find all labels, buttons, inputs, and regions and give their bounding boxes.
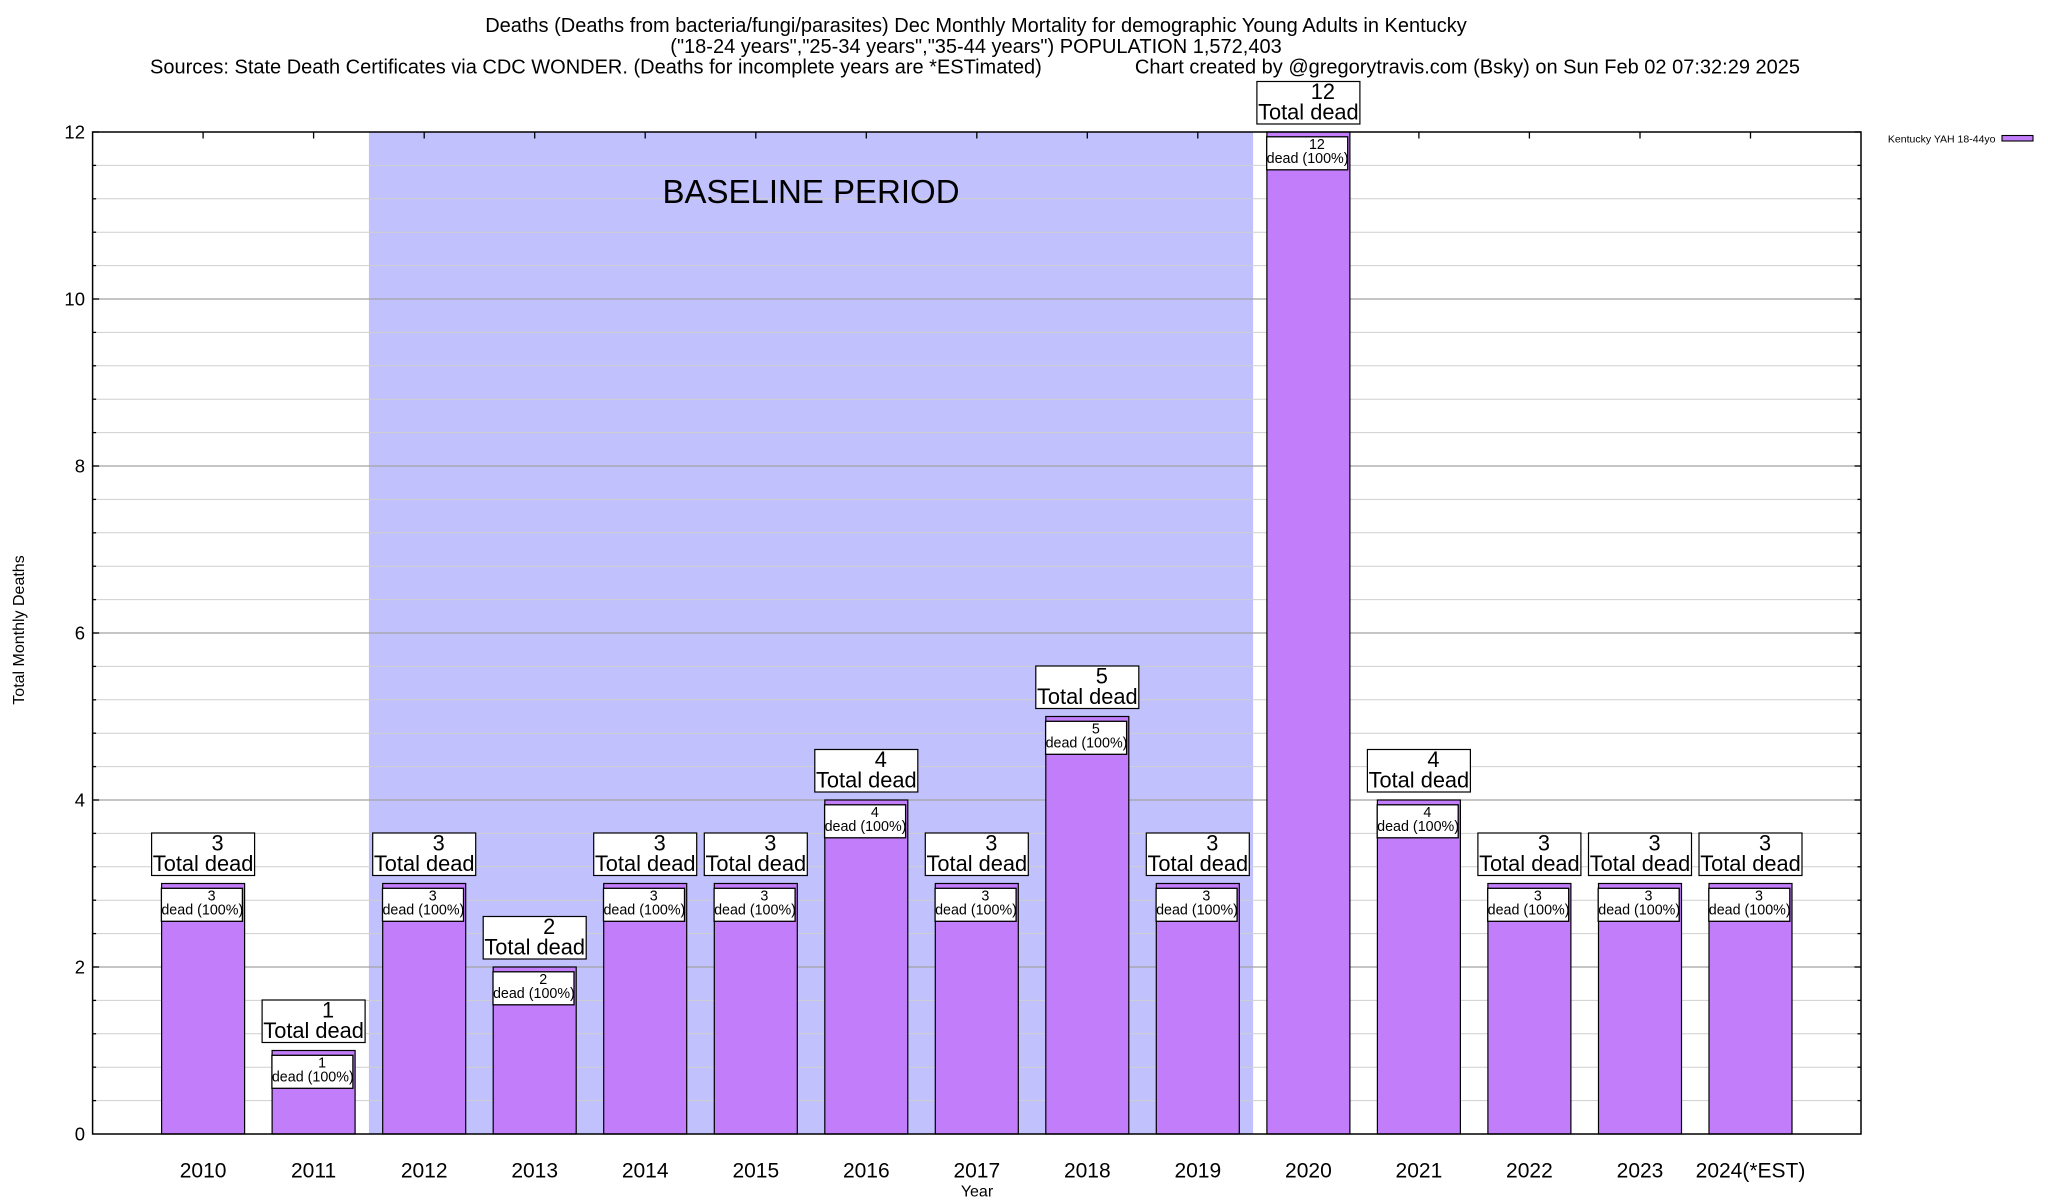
svg-text:3: 3 [429, 888, 437, 904]
svg-text:2017: 2017 [953, 1160, 1000, 1183]
svg-text:3: 3 [208, 888, 216, 904]
svg-text:Total dead: Total dead [484, 935, 585, 960]
svg-text:4: 4 [1423, 805, 1431, 821]
svg-text:Sources: State Death Certifica: Sources: State Death Certificates via CD… [150, 57, 1042, 79]
svg-text:2015: 2015 [732, 1160, 779, 1183]
svg-text:2: 2 [75, 957, 85, 978]
svg-text:3: 3 [1648, 831, 1660, 856]
svg-text:Total dead: Total dead [153, 851, 254, 876]
svg-text:Chart created by @gregorytravi: Chart created by @gregorytravis.com (Bsk… [1135, 57, 1800, 79]
svg-text:BASELINE PERIOD: BASELINE PERIOD [662, 173, 959, 210]
svg-text:Total dead: Total dead [263, 1018, 364, 1043]
svg-text:Total dead: Total dead [1479, 851, 1580, 876]
svg-text:3: 3 [981, 888, 989, 904]
svg-text:dead (100%): dead (100%) [1267, 151, 1349, 167]
svg-text:Deaths (Deaths from bacteria/f: Deaths (Deaths from bacteria/fungi/paras… [485, 15, 1467, 37]
svg-text:0: 0 [75, 1124, 85, 1145]
svg-text:Total dead: Total dead [1037, 684, 1138, 709]
svg-text:dead (100%): dead (100%) [382, 903, 464, 919]
svg-text:Total dead: Total dead [927, 851, 1028, 876]
svg-text:dead (100%): dead (100%) [825, 819, 907, 835]
svg-text:5: 5 [1092, 721, 1100, 737]
svg-text:2013: 2013 [511, 1160, 558, 1183]
svg-text:2012: 2012 [401, 1160, 448, 1183]
svg-text:Year: Year [961, 1184, 994, 1200]
svg-text:2018: 2018 [1064, 1160, 1111, 1183]
svg-text:Total dead: Total dead [1369, 768, 1470, 793]
svg-text:2011: 2011 [291, 1160, 336, 1183]
svg-text:2: 2 [539, 972, 547, 988]
svg-text:Total dead: Total dead [1148, 851, 1249, 876]
svg-text:3: 3 [212, 831, 224, 856]
svg-text:dead (100%): dead (100%) [603, 903, 685, 919]
svg-text:Total dead: Total dead [816, 768, 917, 793]
svg-text:3: 3 [1202, 888, 1210, 904]
svg-text:2010: 2010 [180, 1160, 227, 1183]
svg-text:dead (100%): dead (100%) [493, 986, 575, 1002]
svg-text:dead (100%): dead (100%) [1377, 819, 1459, 835]
svg-text:12: 12 [1311, 79, 1335, 104]
svg-text:2014: 2014 [622, 1160, 669, 1183]
svg-text:4: 4 [1427, 747, 1439, 772]
svg-text:8: 8 [75, 456, 85, 477]
svg-text:dead (100%): dead (100%) [272, 1070, 354, 1086]
svg-text:2: 2 [543, 914, 555, 939]
svg-text:2019: 2019 [1174, 1160, 1221, 1183]
svg-text:3: 3 [1534, 888, 1542, 904]
svg-text:dead (100%): dead (100%) [935, 903, 1017, 919]
svg-text:Total dead: Total dead [374, 851, 475, 876]
svg-text:("18-24 years","25-34 years",": ("18-24 years","25-34 years","35-44 year… [670, 36, 1281, 58]
svg-text:Total dead: Total dead [1258, 100, 1359, 125]
svg-text:Total dead: Total dead [706, 851, 807, 876]
svg-text:Total dead: Total dead [595, 851, 696, 876]
svg-text:dead (100%): dead (100%) [1046, 736, 1128, 752]
svg-text:12: 12 [64, 122, 85, 143]
svg-text:4: 4 [871, 805, 879, 821]
svg-text:6: 6 [75, 623, 85, 644]
svg-text:dead (100%): dead (100%) [1488, 903, 1570, 919]
svg-text:dead (100%): dead (100%) [1156, 903, 1238, 919]
svg-text:2020: 2020 [1285, 1160, 1332, 1183]
svg-text:3: 3 [650, 888, 658, 904]
svg-text:3: 3 [1755, 888, 1763, 904]
svg-text:3: 3 [760, 888, 768, 904]
svg-text:dead (100%): dead (100%) [1709, 903, 1791, 919]
svg-text:2022: 2022 [1506, 1160, 1553, 1183]
svg-text:12: 12 [1309, 137, 1325, 153]
svg-text:3: 3 [1645, 888, 1653, 904]
svg-text:dead (100%): dead (100%) [161, 903, 243, 919]
svg-text:dead (100%): dead (100%) [714, 903, 796, 919]
svg-text:Total dead: Total dead [1590, 851, 1691, 876]
svg-text:2024(*EST): 2024(*EST) [1696, 1160, 1806, 1183]
svg-text:3: 3 [1206, 831, 1218, 856]
svg-text:Kentucky YAH 18-44yo: Kentucky YAH 18-44yo [1888, 134, 1996, 146]
svg-text:1: 1 [322, 998, 334, 1023]
svg-text:4: 4 [875, 747, 887, 772]
svg-text:1: 1 [318, 1055, 326, 1071]
svg-text:2023: 2023 [1617, 1160, 1664, 1183]
svg-text:3: 3 [1759, 831, 1771, 856]
svg-text:Total dead: Total dead [1700, 851, 1801, 876]
svg-text:2016: 2016 [843, 1160, 890, 1183]
svg-text:5: 5 [1096, 664, 1108, 689]
svg-text:2021: 2021 [1396, 1160, 1443, 1183]
svg-text:10: 10 [64, 289, 85, 310]
svg-text:3: 3 [433, 831, 445, 856]
svg-text:dead (100%): dead (100%) [1598, 903, 1680, 919]
svg-text:3: 3 [764, 831, 776, 856]
svg-text:3: 3 [985, 831, 997, 856]
svg-text:3: 3 [654, 831, 666, 856]
svg-text:4: 4 [75, 790, 85, 811]
svg-text:3: 3 [1538, 831, 1550, 856]
svg-text:Total Monthly Deaths: Total Monthly Deaths [11, 555, 28, 704]
